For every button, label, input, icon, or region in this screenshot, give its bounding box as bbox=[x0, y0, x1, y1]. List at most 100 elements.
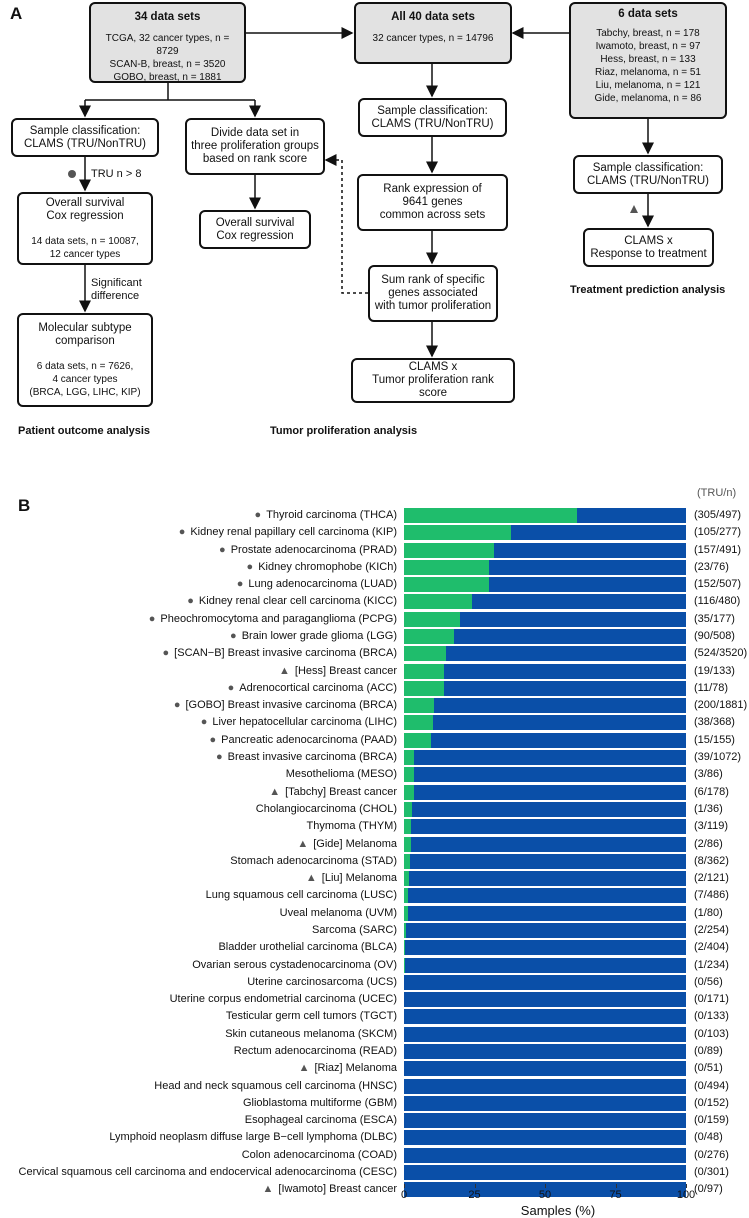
bar-tru bbox=[404, 957, 406, 973]
row-label-text: [Tabchy] Breast cancer bbox=[285, 785, 397, 798]
row-count: (35/177) bbox=[694, 612, 735, 625]
bar-nontru bbox=[444, 663, 686, 679]
bar-tru bbox=[404, 559, 490, 575]
row-label: Skin cutaneous melanoma (SKCM) bbox=[225, 1027, 397, 1042]
row-label-text: Glioblastoma multiforme (GBM) bbox=[242, 1096, 397, 1109]
box-line: Sample classification: bbox=[29, 124, 141, 137]
bar-tru bbox=[404, 819, 412, 835]
box-right-classification: Sample classification: CLAMS (TRU/NonTRU… bbox=[573, 155, 723, 194]
circle-marker-icon: ● bbox=[200, 716, 208, 729]
row-label: ● Prostate adenocarcinoma (PRAD) bbox=[219, 543, 397, 558]
triangle-marker-icon: ▲ bbox=[305, 872, 317, 885]
row-label-text: Kidney renal clear cell carcinoma (KICC) bbox=[198, 595, 397, 608]
bar-nontru bbox=[494, 542, 686, 558]
box-line: Liu, melanoma, n = 121 bbox=[595, 80, 701, 91]
significant-note: Significant difference bbox=[91, 277, 142, 303]
row-count: (7/486) bbox=[694, 889, 729, 902]
box-line: Hess, breast, n = 133 bbox=[600, 54, 696, 65]
bar-tru bbox=[404, 542, 495, 558]
row-label: ▲ [Liu] Melanoma bbox=[306, 871, 397, 886]
row-count: (200/1881) bbox=[694, 699, 748, 712]
row-label-text: [Iwamoto] Breast cancer bbox=[278, 1183, 397, 1196]
box-line: Sample classification: bbox=[377, 104, 488, 117]
row-label-text: Brain lower grade glioma (LGG) bbox=[241, 630, 397, 643]
bar-tru bbox=[404, 698, 434, 714]
row-label-text: Stomach adenocarcinoma (STAD) bbox=[230, 854, 397, 867]
bar-tru bbox=[404, 594, 473, 610]
box-line: 14 data sets, n = 10087, bbox=[31, 235, 139, 247]
box-line: Response to treatment bbox=[590, 247, 707, 260]
bar-nontru bbox=[404, 1043, 686, 1059]
bar-nontru bbox=[408, 888, 686, 904]
row-label: ● Pancreatic adenocarcinoma (PAAD) bbox=[209, 733, 397, 748]
box-line: with tumor proliferation bbox=[374, 300, 492, 312]
row-count: (305/497) bbox=[694, 509, 742, 521]
bar-tru bbox=[404, 525, 511, 541]
row-label-text: Colon adenocarcinoma (COAD) bbox=[241, 1148, 397, 1161]
row-count: (0/103) bbox=[694, 1027, 729, 1040]
x-axis-label: Samples (%) bbox=[520, 1203, 596, 1218]
row-label: Lymphoid neoplasm diffuse large B−cell l… bbox=[109, 1130, 397, 1145]
bar-nontru bbox=[488, 577, 686, 593]
bar-tru bbox=[404, 922, 407, 938]
x-tick bbox=[545, 1184, 546, 1188]
box-line: Iwamoto, breast, n = 97 bbox=[595, 41, 701, 52]
row-label-text: [Riaz] Melanoma bbox=[314, 1062, 397, 1075]
box-line: 12 cancer types bbox=[49, 248, 121, 260]
row-count: (1/36) bbox=[694, 802, 723, 815]
row-label-text: Sarcoma (SARC) bbox=[312, 923, 397, 936]
circle-marker-icon: ● bbox=[209, 733, 217, 746]
box-line: (BRCA, LGG, LIHC, KIP) bbox=[29, 386, 141, 398]
row-label: Uterine corpus endometrial carcinoma (UC… bbox=[170, 992, 397, 1007]
row-label: Uterine carcinosarcoma (UCS) bbox=[247, 975, 397, 990]
box-line: Divide data set in bbox=[210, 127, 300, 139]
row-label-text: Thyroid carcinoma (THCA) bbox=[266, 509, 397, 521]
row-label-text: Thymoma (THYM) bbox=[306, 820, 397, 833]
box-line: 4 cancer types bbox=[52, 373, 118, 385]
row-count: (11/78) bbox=[694, 681, 729, 694]
row-count: (0/301) bbox=[694, 1166, 729, 1179]
bar-nontru bbox=[472, 594, 686, 610]
row-label-text: Head and neck squamous cell carcinoma (H… bbox=[154, 1079, 397, 1092]
row-label-text: Pancreatic adenocarcinoma (PAAD) bbox=[221, 733, 397, 746]
row-count: (0/48) bbox=[694, 1131, 723, 1144]
box-line: common across sets bbox=[379, 209, 486, 221]
row-count: (0/152) bbox=[694, 1096, 729, 1109]
row-label: Glioblastoma multiforme (GBM) bbox=[243, 1096, 397, 1111]
bar-nontru bbox=[413, 767, 686, 783]
row-label-text: Kidney renal papillary cell carcinoma (K… bbox=[190, 526, 397, 539]
bar-nontru bbox=[433, 715, 686, 731]
box-sum-rank: Sum rank of specific genes associated wi… bbox=[368, 265, 498, 322]
row-label: ● Kidney chromophobe (KICh) bbox=[247, 560, 397, 575]
row-label-text: Ovarian serous cystadenocarcinoma (OV) bbox=[192, 958, 397, 971]
box-line: Overall survival bbox=[215, 216, 295, 229]
bar-tru bbox=[404, 853, 411, 869]
box-line: Rank expression of bbox=[383, 183, 482, 195]
bar-nontru bbox=[413, 784, 686, 800]
bar-tru bbox=[404, 508, 578, 523]
row-count: (0/97) bbox=[694, 1183, 723, 1196]
box-all-40-data-sets: All 40 data sets 32 cancer types, n = 14… bbox=[354, 2, 512, 64]
bar-nontru bbox=[411, 819, 686, 835]
x-tick bbox=[686, 1184, 687, 1188]
bar-nontru bbox=[443, 680, 686, 696]
box-6-data-sets: 6 data sets Tabchy, breast, n = 178 Iwam… bbox=[569, 2, 727, 119]
box-divide-cox: Overall survival Cox regression bbox=[199, 210, 311, 249]
bar-nontru bbox=[404, 1009, 686, 1025]
row-count: (0/276) bbox=[694, 1148, 729, 1161]
bar-nontru bbox=[431, 732, 686, 748]
row-label-text: [Liu] Melanoma bbox=[321, 872, 397, 885]
box-line: Molecular subtype bbox=[38, 321, 132, 334]
row-count: (90/508) bbox=[694, 630, 735, 643]
circle-marker-icon: ● bbox=[178, 526, 186, 539]
circle-marker-icon: ● bbox=[230, 630, 237, 643]
triangle-marker-icon: ▲ bbox=[262, 1183, 274, 1196]
box-line: 9641 genes bbox=[402, 196, 463, 208]
box-34-data-sets: 34 data sets TCGA, 32 cancer types, n = … bbox=[89, 2, 246, 83]
bar-nontru bbox=[408, 871, 686, 887]
row-label: ● Adrenocortical carcinoma (ACC) bbox=[228, 681, 397, 696]
row-label: ● [SCAN−B] Breast invasive carcinoma (BRC… bbox=[163, 646, 397, 661]
row-label: ● Breast invasive carcinoma (BRCA) bbox=[216, 750, 397, 765]
bar-tru bbox=[404, 767, 414, 783]
row-label-text: Skin cutaneous melanoma (SKCM) bbox=[225, 1027, 397, 1040]
